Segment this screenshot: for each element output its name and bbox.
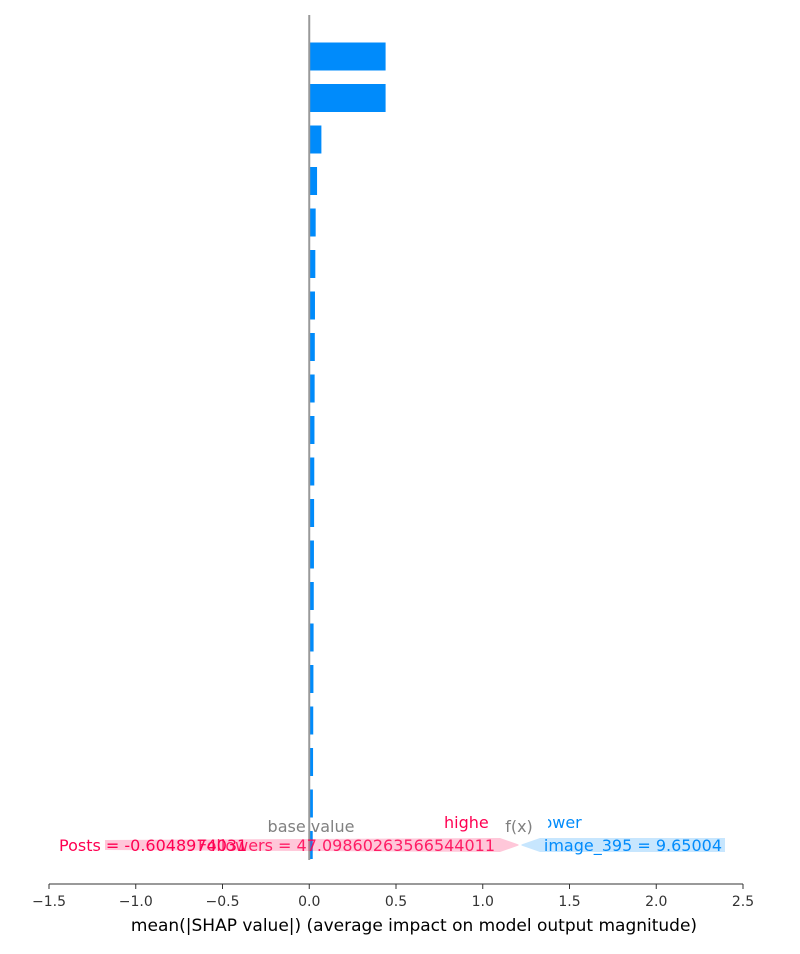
- x-tick-label: 0.5: [385, 894, 407, 910]
- x-axis-label: mean(|SHAP value|) (average impact on mo…: [131, 916, 697, 936]
- bar-11: [309, 457, 315, 486]
- bar-1: [309, 42, 386, 71]
- x-tick-label: 1.0: [472, 894, 494, 910]
- higher-label: higher: [444, 813, 496, 832]
- bar-7: [309, 291, 315, 320]
- bar-13: [309, 540, 314, 569]
- bar-15: [309, 623, 314, 652]
- x-tick-label: 2.5: [732, 894, 754, 910]
- bar-9: [309, 374, 315, 403]
- lower-label: lower: [538, 813, 582, 832]
- force-plot-overlay: base value higher lower f(x) Posts = -0.…: [59, 813, 725, 856]
- bar-12: [309, 499, 315, 527]
- left-feature-text: Posts = -0.6048974031: [59, 836, 247, 855]
- bars-group: [309, 42, 386, 859]
- x-tick-label: 0.0: [298, 894, 320, 910]
- bar-20: [309, 831, 313, 859]
- x-tick-label: 2.0: [645, 894, 667, 910]
- right-feature-text: image_395 = 9.65004: [544, 836, 722, 856]
- bar-18: [309, 748, 314, 776]
- x-tick-label: −1.5: [32, 894, 66, 910]
- bar-8: [309, 333, 315, 361]
- bar-19: [309, 789, 313, 818]
- bar-3: [309, 125, 322, 154]
- bar-6: [309, 250, 316, 278]
- x-tick-label: −1.0: [119, 894, 153, 910]
- bar-4: [309, 167, 318, 195]
- bar-10: [309, 416, 315, 444]
- bar-5: [309, 208, 316, 237]
- red-force-band: [105, 838, 520, 852]
- bar-16: [309, 665, 314, 693]
- overlap-feature-text: Followers = 47.09860263566544011: [198, 836, 495, 855]
- fx-label: f(x): [505, 817, 533, 836]
- fx-label-background: [490, 814, 548, 836]
- bar-2: [309, 84, 386, 112]
- bar-14: [309, 582, 314, 610]
- blue-force-band: [520, 838, 725, 852]
- x-axis-ticks: −1.5 −1.0 −0.5 0.0 0.5 1.0 1.5 2.0 2.5: [32, 884, 754, 910]
- x-tick-label: −0.5: [206, 894, 240, 910]
- bar-17: [309, 706, 314, 735]
- x-tick-label: 1.5: [558, 894, 580, 910]
- base-value-label: base value: [268, 817, 355, 836]
